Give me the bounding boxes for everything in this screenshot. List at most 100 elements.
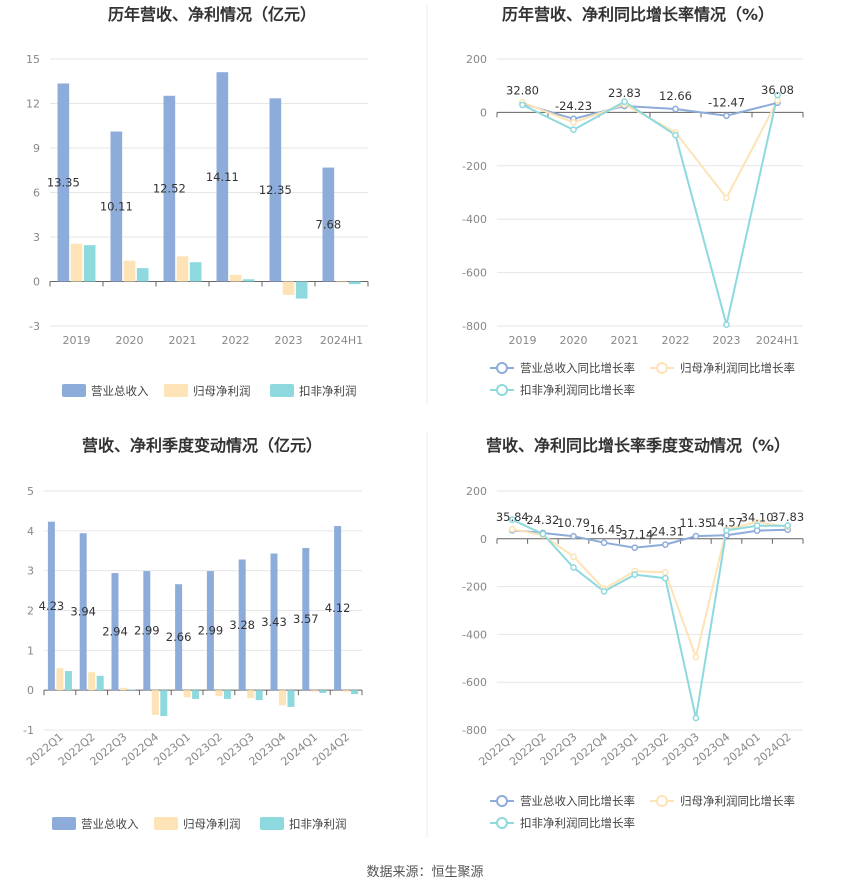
chart4-point-3 — [508, 516, 516, 524]
chart2-legend-marker — [496, 384, 508, 396]
chart3-legend-label: 归母净利润 — [183, 817, 241, 831]
chart4-point-3 — [570, 564, 577, 571]
chart1-x-tick-label: 2021 — [169, 334, 197, 347]
chart1-bar-1 — [163, 95, 176, 282]
chart1-y-tick-label: 6 — [33, 187, 40, 200]
chart4-legend-marker — [496, 817, 508, 829]
chart3-bar-2 — [310, 690, 318, 692]
chart4-line-3 — [511, 518, 788, 719]
chart3-bar-2 — [247, 690, 255, 699]
chart3-legend-label: 营业总收入 — [81, 817, 139, 831]
chart2-x-tick-label: 2023 — [713, 334, 741, 347]
chart4-line-1 — [512, 528, 788, 549]
chart2-x-tick-label: 2020 — [560, 334, 588, 347]
chart2-data-label: 32.80 — [506, 84, 539, 98]
chart3-bar-1 — [302, 547, 310, 691]
chart2-legend-label: 营业总收入同比增长率 — [520, 361, 635, 375]
chart4-y-tick-label: -600 — [462, 676, 487, 689]
chart2-point-2 — [570, 119, 577, 126]
chart3-data-label: 4.23 — [39, 599, 65, 613]
chart1-title: 历年营收、净利情况（亿元） — [108, 5, 316, 24]
chart3-y-tick-label: 3 — [27, 565, 34, 578]
chart3-bar-1 — [206, 571, 214, 691]
chart1-bar-2 — [176, 256, 189, 282]
chart4-data-label: -16.45 — [586, 523, 623, 537]
chart1-data-label: 12.35 — [259, 183, 292, 197]
chart4-point-3 — [600, 588, 608, 595]
chart3-bar-1 — [334, 526, 342, 691]
chart4-point-3 — [784, 522, 792, 530]
chart3-legend-swatch — [52, 817, 76, 830]
chart4-point-3 — [631, 571, 639, 579]
chart2-point-1 — [672, 105, 679, 113]
chart3-data-label: 3.94 — [70, 605, 96, 619]
chart4-legend-marker — [496, 795, 508, 807]
chart3-bar-3 — [255, 690, 263, 701]
chart1-bar-1 — [269, 98, 282, 282]
chart1-bar-3 — [189, 262, 202, 282]
chart2-x-tick-label: 2024H1 — [756, 334, 799, 347]
chart1-data-label: 14.11 — [206, 170, 239, 184]
chart2-y-tick-label: 0 — [480, 106, 487, 119]
chart2-legend-label: 归母净利润同比增长率 — [680, 361, 795, 375]
chart3-bar-2 — [215, 690, 223, 697]
chart1-bar-1 — [110, 131, 123, 282]
chart1-x-tick-label: 2023 — [275, 334, 303, 347]
chart3-bar-2 — [120, 687, 127, 691]
chart4-point-1 — [570, 532, 577, 540]
chart3-bar-3 — [319, 690, 327, 693]
chart3-bar-3 — [192, 690, 200, 699]
chart4-data-label: 35.84 — [496, 510, 529, 524]
chart3-bar-3 — [351, 690, 359, 695]
chart4-point-2 — [661, 568, 669, 576]
chart3-bar-2 — [183, 690, 191, 698]
chart2-legend-marker — [496, 362, 508, 374]
chart1-bar-2 — [70, 243, 83, 282]
chart4-data-label: 34.10 — [741, 511, 774, 525]
chart4-point-2 — [570, 553, 577, 561]
chart2-x-tick-label: 2022 — [662, 334, 690, 347]
chart3-data-label: 2.94 — [102, 625, 128, 639]
chart3-bar-1 — [111, 573, 119, 691]
chart3-bar-3 — [64, 671, 72, 691]
chart2-x-tick-label: 2021 — [611, 334, 639, 347]
chart3-bar-3 — [287, 690, 295, 707]
chart1-legend-swatch — [270, 384, 294, 397]
chart4-point-2 — [692, 653, 700, 661]
chart3-legend-swatch — [260, 817, 284, 830]
chart2-data-label: 36.08 — [761, 83, 794, 97]
chart1-y-tick-label: 12 — [26, 98, 40, 111]
chart1-data-label: 7.68 — [316, 218, 342, 232]
chart3-y-tick-label: 1 — [27, 644, 34, 657]
chart1-y-tick-label: 3 — [33, 231, 40, 244]
chart3-y-tick-label: 4 — [27, 525, 34, 538]
chart3-data-label: 2.99 — [198, 624, 224, 638]
chart4-line-2 — [512, 521, 788, 661]
chart1-bar-3 — [83, 245, 96, 282]
chart1-data-label: 13.35 — [47, 175, 80, 189]
chart3-y-tick-label: 0 — [27, 684, 34, 697]
chart2-y-tick-label: -600 — [462, 267, 487, 280]
chart4-point-2 — [508, 525, 516, 533]
chart1-bar-2 — [123, 260, 136, 282]
chart3-data-label: 4.12 — [325, 601, 351, 615]
chart2-data-label: -24.23 — [555, 99, 592, 113]
chart3-y-tick-label: 2 — [27, 605, 34, 618]
chart2-point-3 — [570, 126, 577, 134]
chart1-bar-2 — [282, 281, 295, 295]
chart3-bar-2 — [151, 690, 159, 715]
chart2-legend-label: 扣非净利润同比增长率 — [520, 383, 635, 397]
chart3-bar-3 — [160, 690, 168, 717]
chart2-line-3 — [522, 94, 779, 325]
chart4-legend-label: 营业总收入同比增长率 — [520, 794, 635, 808]
chart4-data-label: 10.79 — [557, 516, 590, 530]
chart3-y-tick-label: 5 — [27, 485, 34, 498]
chart3-bar-3 — [96, 675, 104, 691]
chart1-bar-1 — [57, 83, 70, 282]
chart3-bar-3 — [223, 690, 231, 699]
chart1-y-tick-label: 9 — [33, 142, 40, 155]
chart4-title: 营收、净利同比增长率季度变动情况（%） — [486, 436, 790, 455]
chart2-data-label: 23.83 — [608, 86, 641, 100]
chart1-bar-3 — [295, 281, 308, 299]
